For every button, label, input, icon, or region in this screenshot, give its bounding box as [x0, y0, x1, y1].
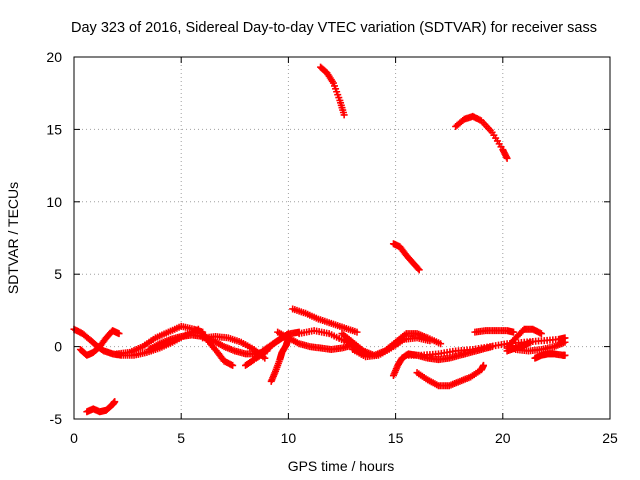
x-axis-label: GPS time / hours — [288, 458, 395, 474]
y-tick-label: 0 — [54, 339, 62, 355]
data-point — [340, 111, 348, 119]
data-point — [115, 330, 123, 338]
data-point — [527, 338, 535, 346]
data-point — [437, 340, 445, 348]
series-arc-low-left — [83, 398, 119, 416]
data-points — [70, 63, 569, 416]
data-point — [426, 337, 434, 345]
y-tick-label: 20 — [46, 49, 62, 65]
series-arc-mid — [389, 240, 423, 274]
series-arc-b — [76, 327, 123, 359]
plot-frame — [73, 56, 611, 420]
x-tick-label: 10 — [281, 430, 297, 446]
chart-title: Day 323 of 2016, Sidereal Day-to-day VTE… — [71, 20, 597, 36]
series-arc-high-1 — [317, 63, 348, 119]
data-point — [414, 265, 422, 273]
tick-labels: 0 5 10 15 20 25 -5 0 5 10 15 20 — [46, 49, 618, 446]
data-point — [503, 154, 511, 162]
series-arc-k — [289, 305, 361, 336]
data-point — [537, 330, 545, 338]
grid-lines — [74, 57, 610, 419]
series-arc-high-2 — [452, 112, 511, 162]
data-point — [561, 351, 569, 359]
data-point — [561, 338, 569, 346]
series-arc-c — [113, 322, 207, 358]
y-tick-label: -5 — [50, 411, 63, 427]
series-arc-t — [531, 350, 569, 362]
series-arc-u — [503, 338, 535, 355]
data-point — [353, 328, 361, 336]
y-tick-label: 10 — [46, 194, 62, 210]
data-point — [415, 266, 423, 274]
series-arc-p — [402, 334, 569, 359]
x-tick-label: 25 — [602, 430, 618, 446]
series-arc-r — [503, 325, 545, 352]
data-point — [510, 328, 518, 336]
y-tick-label: 15 — [46, 121, 62, 137]
x-tick-label: 15 — [388, 430, 404, 446]
x-tick-label: 0 — [70, 430, 78, 446]
y-tick-label: 5 — [54, 266, 62, 282]
y-axis-label: SDTVAR / TECUs — [5, 182, 21, 294]
data-point — [229, 361, 237, 369]
x-tick-label: 5 — [177, 430, 185, 446]
data-point — [111, 398, 119, 406]
x-tick-label: 20 — [495, 430, 511, 446]
series-arc-low-right — [413, 361, 488, 390]
series-arc-q — [471, 327, 518, 336]
data-point — [480, 361, 488, 369]
series-arc-n — [349, 334, 434, 361]
